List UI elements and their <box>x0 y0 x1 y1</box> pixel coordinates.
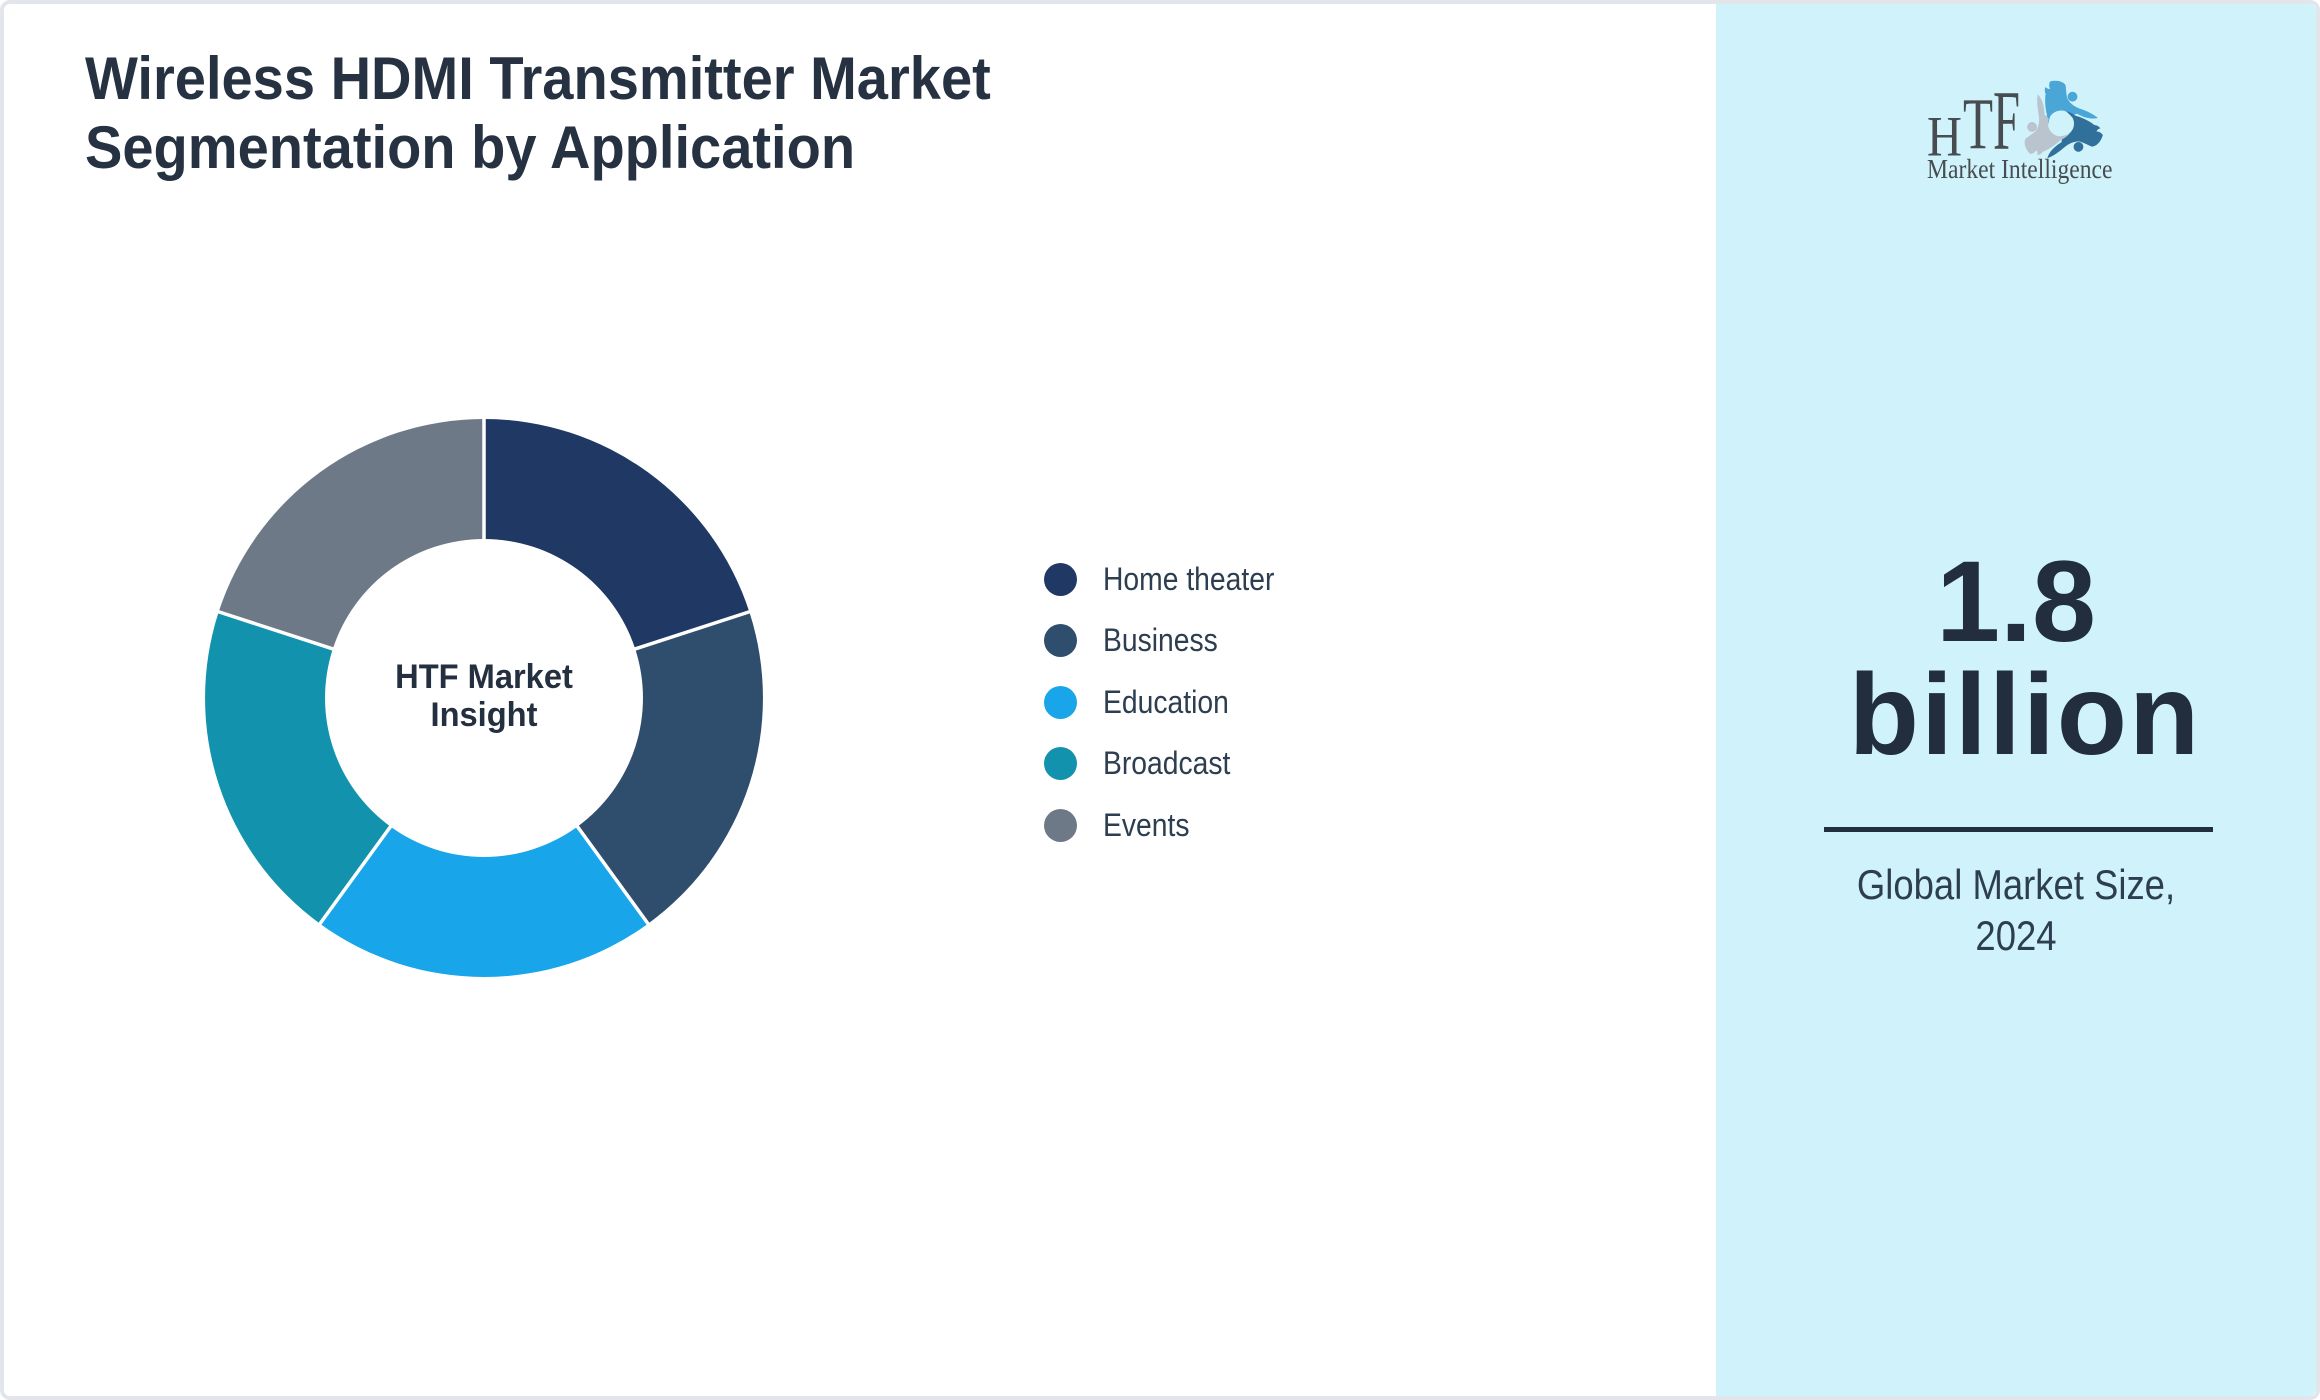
svg-text:Market Intelligence: Market Intelligence <box>1927 154 2113 184</box>
svg-text:F: F <box>1993 75 2020 168</box>
svg-text:T: T <box>1963 84 1993 165</box>
svg-text:H: H <box>1927 105 1962 168</box>
